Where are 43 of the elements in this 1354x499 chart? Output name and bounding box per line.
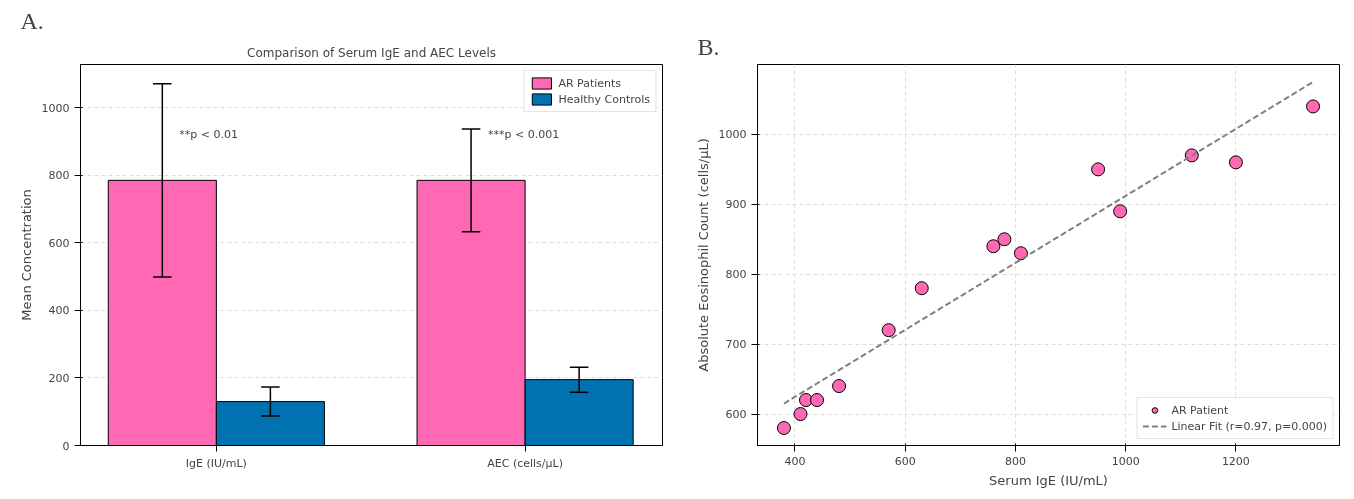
x-axis-title: Serum IgE (IU/mL) bbox=[989, 472, 1108, 488]
y-axis-title: Absolute Eosinophil Count (cells/μL) bbox=[695, 138, 711, 372]
point bbox=[776, 421, 791, 436]
x-tick-label: 400 bbox=[784, 454, 806, 468]
legend-label: Healthy Controls bbox=[558, 92, 650, 106]
y-tick-label: 800 bbox=[48, 169, 70, 183]
point bbox=[810, 393, 825, 408]
point bbox=[1013, 246, 1028, 261]
y-axis-title: Mean Concentration bbox=[18, 189, 34, 321]
y-tick-label: 600 bbox=[48, 236, 70, 250]
y-tick-label: 1000 bbox=[41, 101, 70, 115]
point bbox=[997, 232, 1012, 247]
y-tick-label: 400 bbox=[48, 304, 70, 318]
legend-label: Linear Fit (r=0.97, p=0.000) bbox=[1171, 419, 1327, 433]
y-tick-label: 0 bbox=[62, 439, 70, 453]
point bbox=[914, 281, 929, 296]
y-tick-label: 600 bbox=[725, 408, 747, 422]
y-tick-label: 1000 bbox=[718, 128, 747, 142]
point bbox=[1306, 99, 1321, 114]
text: B. bbox=[697, 33, 720, 60]
y-tick-label: 800 bbox=[725, 268, 747, 282]
point bbox=[881, 323, 896, 338]
annotation: **p < 0.01 bbox=[179, 127, 238, 141]
annotation: ***p < 0.001 bbox=[488, 127, 560, 141]
point bbox=[1228, 155, 1243, 170]
x-tick-label: 800 bbox=[1004, 454, 1026, 468]
x-tick-label: AEC (cells/μL) bbox=[487, 456, 563, 470]
x-tick-label: 1000 bbox=[1111, 454, 1140, 468]
y-tick-label: 200 bbox=[48, 371, 70, 385]
point bbox=[832, 379, 847, 394]
point bbox=[1091, 162, 1106, 177]
chart-title: Comparison of Serum IgE and AEC Levels bbox=[247, 45, 496, 60]
y-tick-label: 700 bbox=[725, 338, 747, 352]
text: A. bbox=[20, 7, 44, 34]
legend-label: AR Patient bbox=[1171, 403, 1229, 417]
point bbox=[986, 239, 1001, 254]
x-tick-label: 1200 bbox=[1221, 454, 1250, 468]
x-tick-label: IgE (IU/mL) bbox=[185, 456, 247, 470]
point bbox=[1113, 204, 1128, 219]
legend-label: AR Patients bbox=[558, 76, 622, 90]
y-tick-label: 900 bbox=[725, 198, 747, 212]
point bbox=[793, 407, 808, 422]
x-tick-label: 600 bbox=[894, 454, 916, 468]
